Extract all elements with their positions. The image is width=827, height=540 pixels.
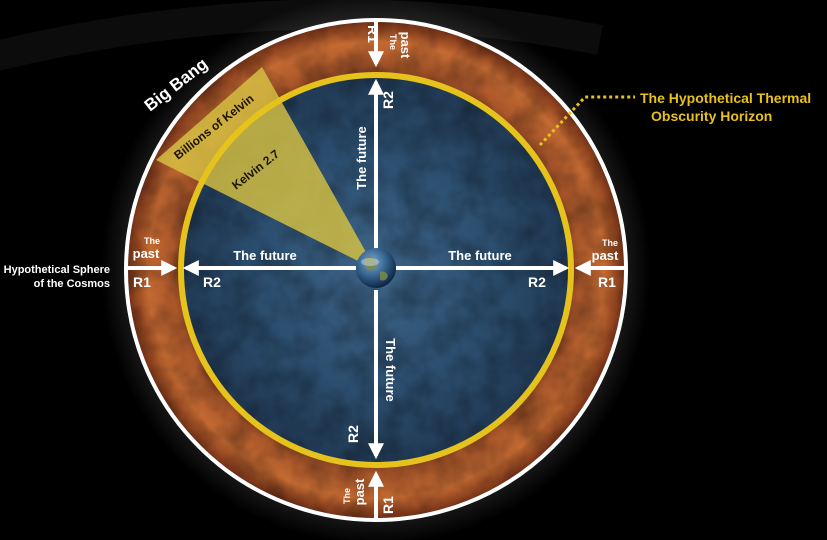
future-label-right: The future: [448, 248, 512, 263]
past-label-right: past: [592, 248, 619, 263]
the-label-bottom: The: [342, 488, 352, 504]
past-label-top: past: [398, 32, 413, 59]
r1-label-left: R1: [133, 274, 151, 290]
the-label-top: The: [388, 34, 398, 50]
earth-landmass: [365, 256, 388, 281]
r2-label-left: R2: [203, 274, 221, 290]
r2-label-bottom: R2: [345, 425, 361, 443]
past-label-left: past: [133, 246, 160, 261]
future-label-top: The future: [354, 126, 369, 190]
horizon-title-line1: The Hypothetical Thermal: [640, 90, 811, 106]
earth-cloud: [361, 258, 379, 266]
r2-label-right: R2: [528, 274, 546, 290]
earth-icon: [356, 248, 396, 288]
future-label-left: The future: [233, 248, 297, 263]
r1-label-right: R1: [598, 274, 616, 290]
past-label-bottom: past: [352, 478, 367, 505]
the-label-left: The: [144, 236, 160, 246]
r1-label-bottom: R1: [380, 496, 396, 514]
the-label-right: The: [602, 238, 618, 248]
temperature-wedge: [156, 67, 376, 270]
horizon-title-line2: Obscurity Horizon: [651, 108, 772, 124]
future-label-bottom: The future: [383, 338, 398, 402]
thermal-horizon-ring: [178, 72, 574, 468]
sphere-label-line1: Hypothetical Sphere: [4, 264, 110, 276]
sphere-label-line2: of the Cosmos: [34, 278, 110, 290]
r2-label-top: R2: [380, 91, 396, 109]
r1-label-top: R1: [365, 25, 381, 43]
